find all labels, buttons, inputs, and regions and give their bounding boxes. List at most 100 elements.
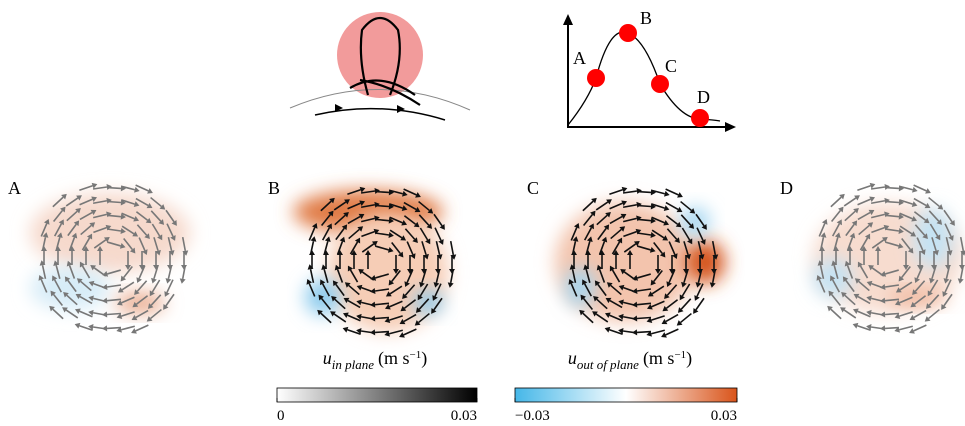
arrow-shaft	[122, 282, 134, 290]
colorbar-label: uout of plane (m s−1)	[568, 348, 692, 372]
arrow-shaft	[929, 310, 940, 319]
arrow-shaft	[857, 186, 870, 191]
arrow-shaft	[623, 191, 637, 193]
arrow-shaft	[137, 281, 146, 292]
arrow-shaft	[666, 315, 678, 322]
arrow-shaft	[136, 325, 149, 331]
tick-label: 0.03	[711, 408, 737, 424]
arrow-shaft	[609, 190, 622, 195]
arrow-head	[325, 236, 331, 242]
tick-label: 0	[277, 408, 285, 424]
arrow-head	[880, 325, 885, 331]
label-part: −1	[410, 349, 422, 361]
arrow-shaft	[121, 326, 135, 329]
label-part: )	[421, 348, 427, 369]
vector-field	[30, 183, 190, 334]
arrow-shaft	[885, 188, 899, 189]
arrow-shaft	[885, 202, 899, 203]
arrow-shaft	[871, 201, 885, 203]
vector-field	[293, 187, 456, 338]
label-part: (m s	[643, 348, 675, 369]
arrow-shaft	[166, 294, 174, 305]
colorbar	[277, 388, 477, 402]
arrow-head	[102, 312, 107, 318]
tick-label: −0.03	[515, 408, 550, 424]
arrow-head	[309, 250, 315, 255]
arrow-head	[958, 278, 964, 283]
arrow-head	[323, 250, 329, 255]
arrow-shaft	[696, 298, 704, 309]
arrow-shaft	[899, 312, 912, 316]
figure: A B C D ABCD uin plane(m s−1)00.03uout o…	[0, 0, 965, 426]
arrow-shaft	[844, 310, 856, 318]
arrow-shaft	[375, 206, 389, 207]
arrow-shaft	[451, 241, 454, 255]
arrow-shaft	[107, 188, 121, 189]
vector-field	[813, 183, 965, 334]
label-part: (m s	[378, 348, 410, 369]
arrow-shaft	[334, 314, 346, 322]
arrow-shaft	[637, 192, 651, 193]
arrow-shaft	[93, 187, 107, 189]
arrow-shaft	[79, 186, 92, 191]
arrow-head	[370, 329, 375, 335]
arrow-shaft	[66, 310, 78, 318]
point-label: B	[640, 8, 652, 28]
point-label: D	[697, 87, 710, 107]
arrow-shaft	[637, 318, 651, 319]
arrow-head	[448, 282, 454, 287]
panel-label: C	[527, 178, 539, 198]
arrow-shaft	[637, 332, 651, 333]
arrow-shaft	[929, 198, 940, 207]
arrow-shaft	[831, 309, 841, 319]
panel-label: B	[268, 178, 280, 198]
panel-label: D	[780, 178, 793, 198]
arrow-shaft	[121, 312, 134, 316]
arrow-shaft	[107, 202, 121, 203]
arrow-shaft	[885, 328, 899, 329]
colorbars: uin plane(m s−1)00.03uout of plane(m s−1…	[277, 348, 737, 424]
panels: A B C D	[8, 178, 965, 338]
arrow-shaft	[914, 325, 927, 331]
arrow-shaft	[831, 197, 841, 207]
arrow-shaft	[885, 314, 899, 315]
arrow-shaft	[681, 299, 690, 309]
arrow-shaft	[107, 328, 121, 329]
arrow-shaft	[107, 314, 121, 315]
label-part: in plane	[332, 357, 374, 372]
velocity-patch	[565, 267, 595, 307]
arrow-shaft	[681, 202, 692, 211]
arrow-head	[134, 187, 140, 193]
panel-label: A	[8, 178, 21, 198]
arrow-shaft	[666, 329, 679, 335]
arrow-shaft	[914, 311, 926, 318]
arrow-shaft	[871, 187, 885, 189]
arrow-head	[710, 282, 716, 287]
arrow-shaft	[375, 318, 389, 319]
velocity-patch	[30, 266, 110, 310]
velocity-patch	[685, 240, 725, 284]
arrow-shaft	[375, 192, 389, 193]
arrow-shaft	[637, 206, 651, 207]
arrow-shaft	[375, 332, 389, 333]
arrow-shaft	[899, 326, 913, 329]
label-part: u	[568, 348, 577, 368]
vector-field	[555, 187, 725, 338]
arrow-shaft	[681, 314, 692, 323]
arrow-head	[664, 191, 670, 197]
trajectory-graph: A B C D	[563, 8, 736, 132]
arrow-shaft	[404, 329, 417, 335]
vortex-schematic	[290, 12, 470, 120]
label-part: )	[686, 348, 692, 369]
arrow-head	[165, 278, 171, 284]
arrow-shaft	[858, 199, 871, 205]
arrow-head	[102, 325, 107, 331]
arrow-head	[912, 187, 918, 193]
label-part: −1	[674, 349, 686, 361]
label-part: out of plane	[577, 357, 639, 372]
arrow-head	[632, 329, 637, 335]
colorbar-label: uin plane (m s−1)	[323, 348, 427, 372]
arrow-head	[180, 278, 186, 283]
point-label: A	[573, 48, 586, 68]
label-part: u	[323, 348, 332, 368]
